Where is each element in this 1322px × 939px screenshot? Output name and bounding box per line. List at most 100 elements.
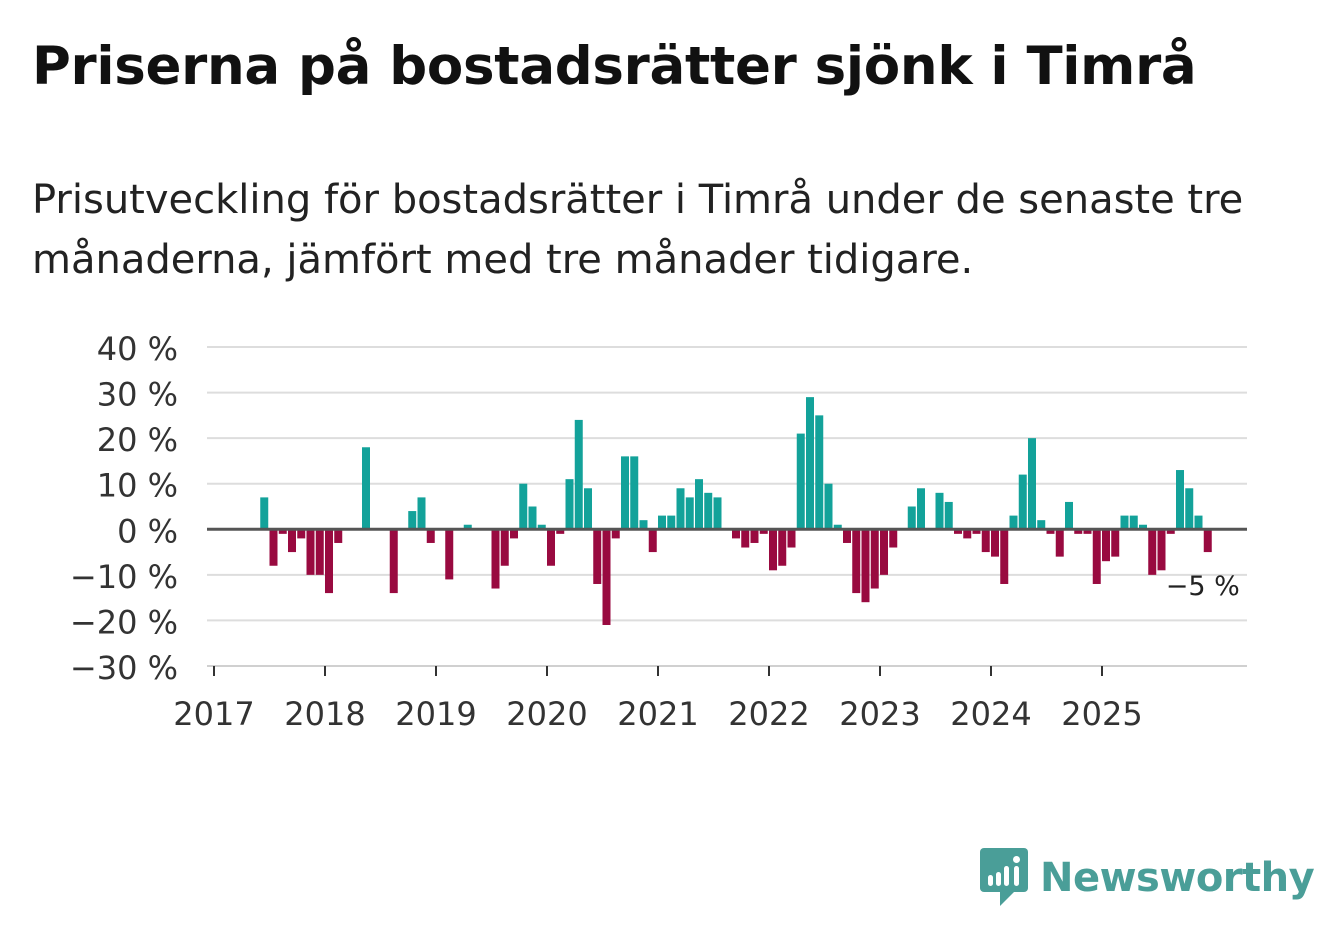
bar: [510, 529, 518, 539]
bar: [574, 419, 583, 530]
annotations: −5 %: [1166, 571, 1240, 602]
bar: [833, 524, 842, 530]
bar: [944, 501, 953, 530]
y-tick-label: −10 %: [70, 558, 178, 596]
bar: [861, 529, 870, 603]
y-axis-labels: 40 % 30 % 20 % 10 % 0 % −10 % −20 % −30 %: [70, 330, 178, 687]
bar: [593, 529, 602, 584]
bar: [1203, 529, 1212, 553]
newsworthy-logo: Newsworthy: [980, 848, 1315, 908]
bar: [621, 456, 629, 530]
bar: [426, 529, 435, 543]
bar: [713, 497, 722, 530]
y-tick-label: 0 %: [117, 512, 178, 550]
bar: [676, 488, 685, 530]
y-tick-label: 40 %: [97, 330, 178, 368]
bar: [695, 479, 703, 530]
bar: [852, 529, 861, 594]
bar: [1018, 474, 1027, 530]
bar: [528, 506, 537, 530]
bar: [1065, 501, 1073, 530]
x-tick-label: 2020: [506, 695, 587, 733]
bar: [297, 529, 306, 539]
bar: [278, 529, 287, 534]
bar: [463, 524, 472, 530]
bar: [1000, 529, 1009, 584]
y-tick-label: 30 %: [97, 376, 178, 414]
bar: [796, 433, 805, 530]
bar: [1083, 529, 1092, 534]
bar: [408, 511, 417, 530]
bar: [870, 529, 879, 589]
bar: [500, 529, 509, 566]
bar: [963, 529, 972, 539]
y-tick-label: 20 %: [97, 421, 178, 459]
bar: [843, 529, 851, 543]
newsworthy-chart-icon: [980, 848, 1028, 906]
bar: [889, 529, 898, 548]
bar: [769, 529, 777, 571]
bar: [584, 488, 592, 530]
x-tick-label: 2019: [395, 695, 476, 733]
bar: [1157, 529, 1166, 571]
bar: [630, 456, 639, 530]
bar: [1046, 529, 1055, 534]
bar: [667, 515, 676, 530]
x-tick-label: 2024: [950, 695, 1031, 733]
bar: [602, 529, 611, 625]
bar: [537, 524, 546, 530]
y-tick-label: −20 %: [70, 603, 178, 641]
bar: [880, 529, 888, 575]
bar: [1166, 529, 1175, 534]
bar: [519, 483, 528, 530]
x-axis: 2017 2018 2019 2020 2021 2022 2023 2024 2025: [173, 665, 1247, 733]
bar: [907, 506, 916, 530]
bar: [824, 483, 833, 530]
bar: [1194, 515, 1203, 530]
bar: [315, 529, 324, 575]
bar: [334, 529, 343, 543]
bar: [639, 520, 648, 530]
bar: [648, 529, 657, 553]
bar: [787, 529, 796, 548]
bar: [1120, 515, 1129, 530]
bar: [1028, 438, 1036, 530]
bar: [917, 488, 925, 530]
bar: [741, 529, 750, 548]
bar: [685, 497, 694, 530]
bar-chart: 40 %30 %20 %10 %0 %−10 %−20 %−30 % 2017 2…: [70, 330, 1247, 733]
bar: [1176, 470, 1184, 530]
bar: [1092, 529, 1101, 584]
bar: [935, 492, 944, 530]
bar: [547, 529, 555, 566]
bar: [954, 529, 962, 534]
x-tick-label: 2025: [1061, 695, 1142, 733]
bar: [991, 529, 999, 557]
bar: [325, 529, 333, 594]
bar: [611, 529, 620, 539]
bar: [389, 529, 398, 594]
bar: [288, 529, 296, 553]
brand-name: Newsworthy: [1040, 855, 1315, 901]
bars: [260, 397, 1212, 625]
bar: [750, 529, 759, 543]
bar: [260, 497, 269, 530]
bar: [972, 529, 981, 534]
bar: [658, 515, 666, 530]
x-tick-label: 2021: [617, 695, 698, 733]
bar: [1185, 488, 1194, 530]
bar: [815, 415, 824, 530]
bar: [1055, 529, 1064, 557]
bar: [704, 492, 713, 530]
x-tick-label: 2023: [839, 695, 920, 733]
bar: [1129, 515, 1138, 530]
chart-title: Priserna på bostadsrätter sjönk i Timrå: [32, 36, 1197, 97]
bar: [491, 529, 500, 589]
bar: [1139, 524, 1147, 530]
x-tick-label: 2017: [173, 695, 254, 733]
bar: [269, 529, 278, 566]
y-tick-label: 10 %: [97, 467, 178, 505]
bar: [417, 497, 426, 530]
bar: [306, 529, 315, 575]
bar: [778, 529, 787, 566]
